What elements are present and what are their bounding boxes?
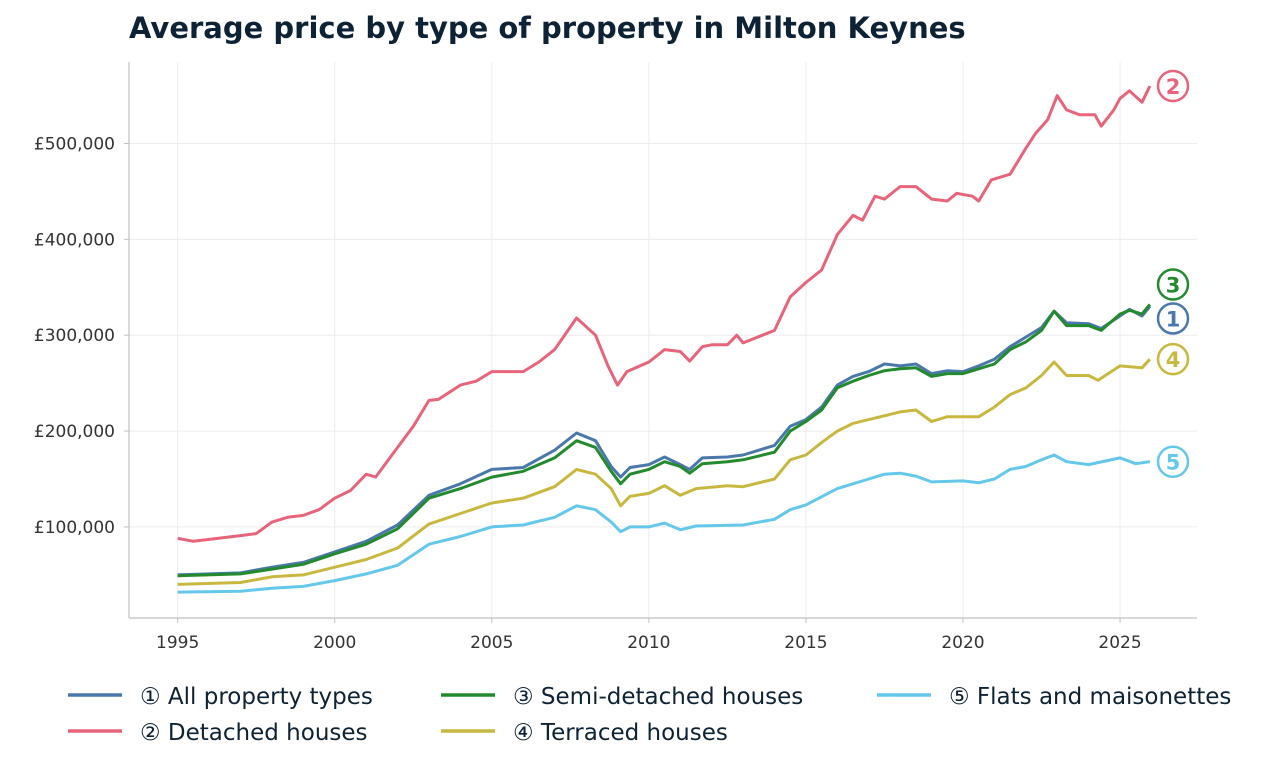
legend-label: ② Detached houses	[140, 720, 368, 746]
legend-item: ③ Semi-detached houses	[441, 684, 803, 710]
gridlines	[129, 62, 1197, 618]
end-label-circle	[1156, 342, 1190, 376]
series-line-1	[177, 305, 1152, 577]
legend: ① All property types ② Detached houses ③ S…	[68, 684, 1231, 746]
end-label-2: 2	[1156, 69, 1190, 103]
end-label-1: 1	[1156, 302, 1190, 335]
legend-item: ① All property types	[68, 684, 373, 710]
end-label-5: 5	[1156, 445, 1190, 478]
end-label-circle	[1156, 302, 1190, 335]
series-line-4	[177, 358, 1152, 586]
end-label-number: 5	[1166, 451, 1181, 475]
legend-label: ① All property types	[140, 684, 373, 710]
legend-item: ④ Terraced houses	[441, 720, 728, 746]
y-tick-label: £300,000	[34, 326, 115, 346]
series-line-2	[177, 85, 1152, 543]
x-tick-label: 2015	[784, 633, 827, 653]
legend-label: ③ Semi-detached houses	[513, 684, 803, 710]
legend-label: ⑤ Flats and maisonettes	[949, 684, 1231, 710]
y-tick-label: £500,000	[34, 134, 115, 154]
series-end-labels: 1 2 5 4 3	[1156, 69, 1190, 478]
y-tick-label: £400,000	[34, 230, 115, 250]
end-label-circle	[1156, 268, 1190, 301]
x-tick-label: 2020	[941, 633, 984, 653]
end-label-circle	[1156, 445, 1190, 478]
series-line-5	[177, 453, 1151, 594]
x-tick-label: 1995	[156, 633, 199, 653]
x-tick-label: 2005	[470, 633, 513, 653]
end-label-circle	[1156, 69, 1190, 103]
end-label-4: 4	[1156, 342, 1190, 376]
series-line-3	[177, 303, 1152, 578]
legend-item: ⑤ Flats and maisonettes	[877, 684, 1231, 710]
axes: 1995 2000 2005 2010 2015 2020 2025 £100,000 £200…	[34, 62, 1197, 653]
x-tick-label: 2025	[1098, 633, 1141, 653]
legend-label: ④ Terraced houses	[513, 720, 728, 746]
y-tick-label: £100,000	[34, 518, 115, 538]
end-label-number: 3	[1166, 274, 1181, 298]
end-label-number: 4	[1166, 348, 1181, 372]
end-label-3: 3	[1156, 268, 1190, 301]
legend-item: ② Detached houses	[68, 720, 368, 746]
end-label-number: 2	[1166, 75, 1181, 99]
series-lines	[177, 85, 1152, 594]
y-tick-label: £200,000	[34, 422, 115, 442]
x-tick-label: 2010	[627, 633, 670, 653]
x-tick-label: 2000	[313, 633, 356, 653]
end-label-number: 1	[1166, 307, 1181, 331]
chart-title: Average price by type of property in Mil…	[129, 11, 966, 45]
